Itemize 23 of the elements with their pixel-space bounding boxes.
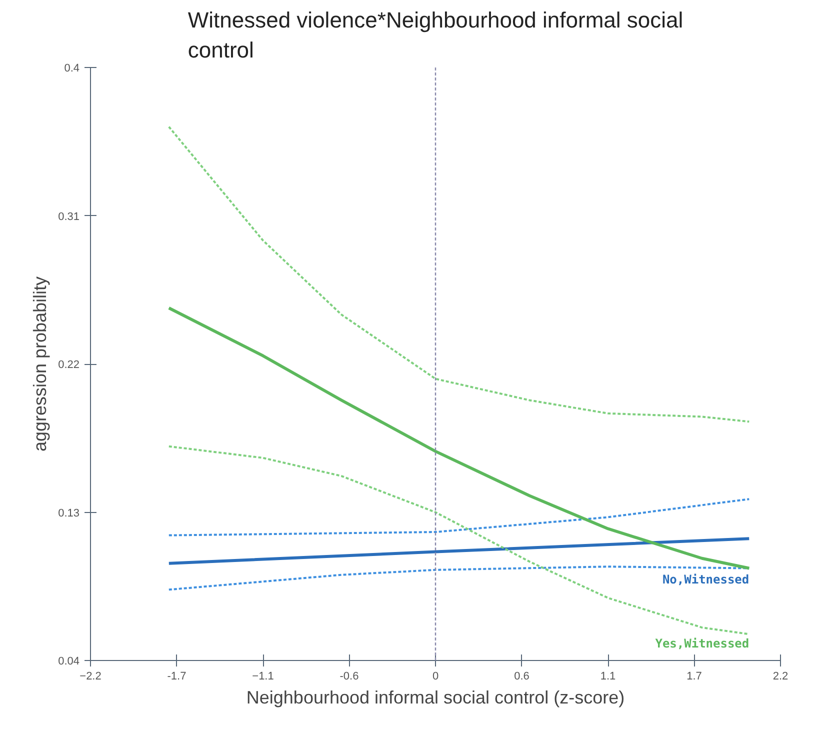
y-tick-label: 0.4 [64,62,80,74]
x-tick-label: 1.7 [686,670,702,682]
x-tick-label: 2.2 [772,670,788,682]
text: Yes,Witnessed [655,636,750,650]
line-series [168,126,750,423]
chart-title: Witnessed violence*Neighbourhood informal social control [188,8,684,62]
line-series [167,306,751,570]
x-tick-label: -0.6 [340,670,359,682]
x-tick-label: −2.2 [80,670,102,682]
x-tick-label: -1.7 [167,670,186,682]
y-tick-label: 0.13 [58,507,80,520]
x-tick-label: −1.1 [252,670,274,682]
y-tick-label: 0.31 [58,210,80,223]
x-tick-label: 0 [432,670,439,682]
line-series [168,498,750,536]
y-axis-title: aggression probability [30,276,50,452]
x-tick-label: 1.1 [600,670,616,682]
y-tick-label: 0.04 [58,656,80,668]
text: No,Witnessed [662,572,750,587]
x-tick-label: 0.6 [514,670,530,682]
y-tick-label: 0.22 [58,359,80,371]
x-axis-title: Neighbourhood informal social control (z-score) [246,688,625,708]
line-series [168,445,750,636]
